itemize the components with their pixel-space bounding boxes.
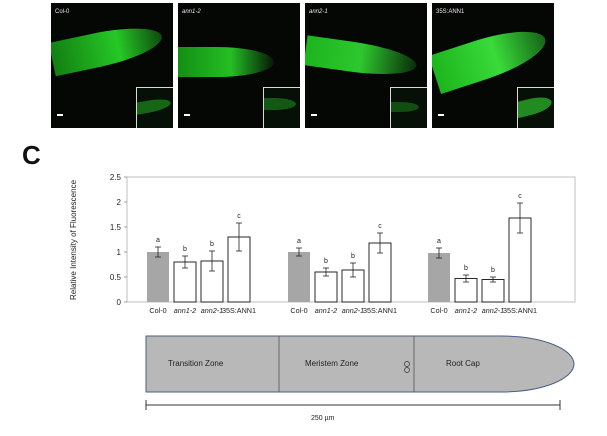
category-label: Col-0 <box>149 306 166 315</box>
scale-bar-label: 250 µm <box>311 415 335 422</box>
category-label: 35S:ANN1 <box>503 306 537 315</box>
y-tick-label: 0.5 <box>110 273 122 282</box>
micrograph-col0: Col-0 <box>51 3 173 128</box>
significance-letter: b <box>183 246 187 253</box>
zone-label-transition: Transition Zone <box>168 359 224 368</box>
micrograph-inset <box>517 87 554 128</box>
y-tick-label: 1 <box>117 248 122 257</box>
significance-letter: b <box>351 253 355 260</box>
panel-letter: C <box>22 140 41 170</box>
scale-bar <box>438 114 444 116</box>
bar <box>428 253 450 302</box>
micrograph-label: Col-0 <box>55 9 70 15</box>
significance-letter: b <box>324 258 328 265</box>
root-fluorescence <box>178 47 274 77</box>
micrograph-inset <box>263 87 300 128</box>
scale-bar <box>184 114 190 116</box>
micrograph-ann1-2: ann1-2 <box>178 3 300 128</box>
micrograph-ann2-1: ann2-1 <box>305 3 427 128</box>
significance-letter: b <box>210 241 214 248</box>
micrograph-label: ann2-1 <box>309 9 328 15</box>
significance-letter: a <box>297 238 301 245</box>
zone-label-root-cap: Root Cap <box>446 359 480 368</box>
significance-letter: a <box>156 237 160 244</box>
category-label: ann1-2 <box>455 306 477 315</box>
bar <box>147 252 169 302</box>
zone-label-meristem: Meristem Zone <box>305 359 359 368</box>
significance-letter: b <box>464 265 468 272</box>
category-label: ann1-2 <box>174 306 196 315</box>
y-tick-label: 2 <box>117 198 122 207</box>
scale-bar <box>57 114 63 116</box>
scale-bar <box>311 114 317 116</box>
micrograph-inset <box>390 87 427 128</box>
category-label: 35S:ANN1 <box>222 306 256 315</box>
category-label: ann2-1 <box>342 306 364 315</box>
significance-letter: c <box>237 213 241 220</box>
cell-marker <box>404 367 410 373</box>
significance-letter: c <box>378 223 382 230</box>
micrograph-label: 35S:ANN1 <box>436 9 465 15</box>
y-axis-label: Relative Intensity of Fluorescence <box>69 179 78 300</box>
micrograph-35s-ann1: 35S:ANN1 <box>432 3 554 128</box>
y-tick-label: 2.5 <box>110 173 122 182</box>
root-shape <box>145 335 575 393</box>
significance-letter: a <box>437 238 441 245</box>
significance-letter: b <box>491 267 495 274</box>
category-label: 35S:ANN1 <box>363 306 397 315</box>
micrograph-label: ann1-2 <box>182 9 201 15</box>
significance-letter: c <box>518 193 522 200</box>
cell-marker <box>404 361 410 367</box>
category-label: Col-0 <box>430 306 447 315</box>
bar <box>288 252 310 302</box>
y-tick-label: 1.5 <box>110 223 122 232</box>
category-label: ann2-1 <box>482 306 504 315</box>
micrograph-inset <box>136 87 173 128</box>
category-label: ann2-1 <box>201 306 223 315</box>
category-label: ann1-2 <box>315 306 337 315</box>
category-label: Col-0 <box>290 306 307 315</box>
y-tick-label: 0 <box>117 298 122 307</box>
